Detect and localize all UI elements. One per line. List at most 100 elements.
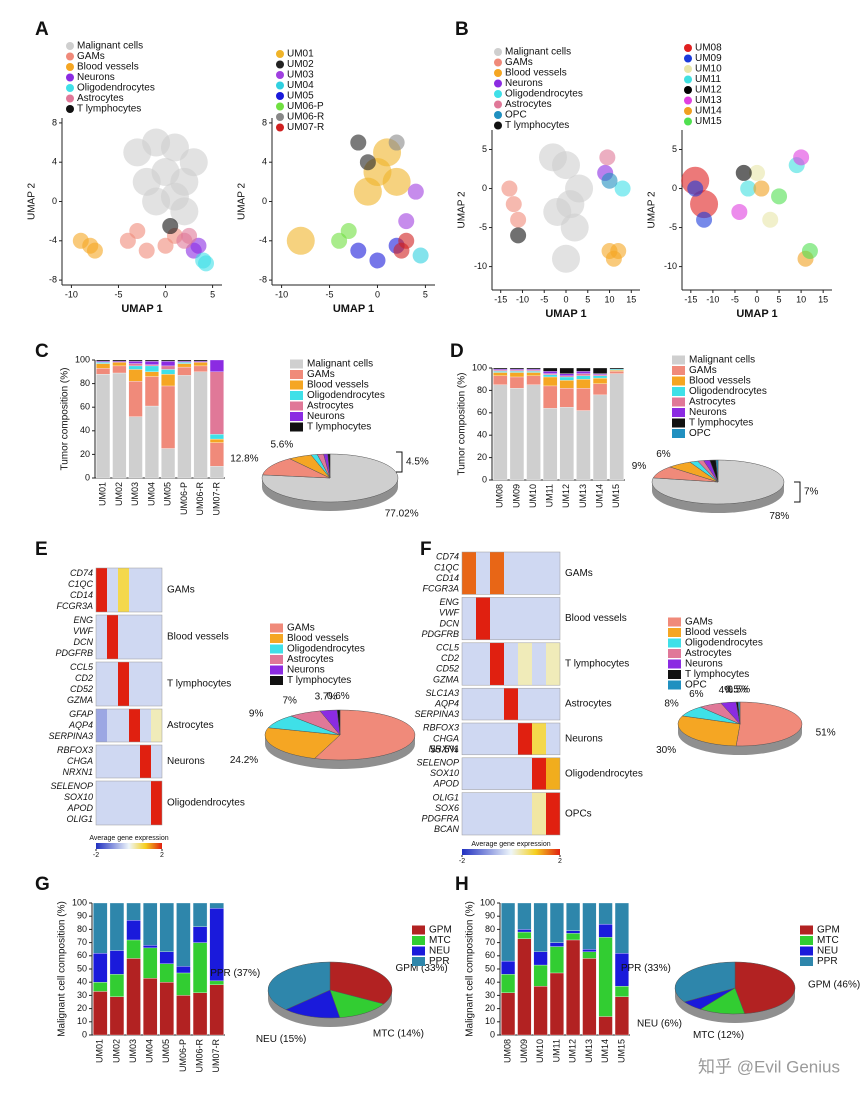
bar-segment [592, 383, 608, 396]
y-tick-label: 100 [72, 897, 87, 907]
y-tick-label: 10 [77, 1016, 87, 1026]
bar-segment [609, 370, 624, 372]
slice-label: 78% [769, 511, 789, 522]
point [601, 172, 618, 189]
bar-segment [559, 380, 574, 389]
bar-segment [582, 902, 597, 950]
legend-label: Neurons [689, 407, 727, 418]
bar-segment [192, 942, 208, 993]
y-tick-label: 0 [85, 472, 90, 482]
x-tick-label: UM01 [95, 1039, 105, 1063]
bar-segment [144, 359, 159, 362]
y-axis-label: Malignant cell composition (%) [465, 901, 476, 1037]
bar-segment [192, 926, 208, 943]
legend-swatch [494, 90, 502, 98]
legend-swatch [668, 680, 681, 690]
legend-swatch [494, 121, 502, 130]
bar-segment [559, 376, 574, 381]
y-tick-label: 50 [77, 963, 87, 973]
bar-segment [209, 359, 224, 372]
bar-segment [566, 902, 581, 931]
heat-cell [476, 757, 490, 790]
gene-label: FCGR3A [422, 583, 459, 593]
legend-label: OPC [505, 110, 527, 121]
y-tick-label: 10 [485, 1016, 495, 1026]
legend-label: Astrocytes [689, 397, 736, 408]
heat-cell [504, 552, 518, 595]
bar-segment [161, 369, 176, 375]
legend-label: UM01 [287, 49, 314, 60]
bar-segment [143, 947, 158, 979]
y-tick-label: 100 [472, 362, 487, 372]
x-tick-label: UM09 [511, 484, 521, 508]
bar-segment [609, 368, 624, 371]
bar-segment [143, 945, 158, 949]
heat-cell [96, 662, 107, 706]
heat-cell [140, 662, 151, 706]
heat-cell [476, 792, 490, 835]
legend-label: MTC [429, 935, 451, 946]
legend-swatch [412, 936, 425, 945]
bar-segment [493, 367, 508, 370]
heat-cell [504, 688, 518, 720]
legend-swatch [270, 676, 283, 685]
bar-segment [549, 942, 564, 947]
bar-segment [177, 363, 192, 368]
bar-segment [598, 902, 613, 925]
gene-label: RBFOX3 [57, 745, 93, 755]
bar-segment [176, 972, 191, 996]
bar-segment [128, 365, 143, 370]
heat-cell [504, 757, 518, 790]
heat-cell [546, 723, 560, 755]
legend-swatch [276, 60, 284, 69]
x-tick-label: UM02 [111, 1039, 121, 1063]
heat-cell [532, 642, 546, 686]
bar-segment [177, 375, 192, 479]
x-tick-label: -10 [65, 289, 78, 299]
x-tick-label: UM02 [114, 482, 124, 506]
slice-label: 4% [719, 685, 734, 696]
heat-cell [96, 615, 107, 659]
legend-label: OPC [685, 680, 707, 691]
legend-label: UM05 [287, 91, 314, 102]
watermark: 知乎 @Evil Genius [698, 1057, 840, 1076]
y-tick-label: 20 [477, 452, 487, 462]
y-tick-label: 100 [480, 897, 495, 907]
gene-label: SOX10 [430, 768, 459, 778]
y-tick-label: 5 [482, 144, 487, 154]
slice-label: 9% [249, 708, 264, 719]
bar-segment [96, 363, 111, 369]
bar-segment [526, 368, 541, 371]
bar-segment [176, 902, 191, 967]
point [560, 213, 589, 242]
x-tick-label: UM06-P [178, 1039, 188, 1072]
gene-label: VWF [73, 626, 93, 636]
heat-cell [96, 781, 107, 825]
x-tick-label: -5 [731, 294, 739, 304]
legend-swatch [800, 925, 813, 935]
bar-segment [209, 371, 224, 435]
bar-segment [159, 963, 174, 983]
group-bracket [794, 481, 801, 503]
legend-swatch [66, 94, 74, 103]
x-tick-label: UM04 [146, 482, 156, 506]
x-tick-label: UM15 [616, 1039, 626, 1063]
y-tick-label: -10 [664, 261, 677, 271]
y-tick-label: 0 [672, 183, 677, 193]
bar-segment [509, 371, 525, 373]
x-tick-label: UM07-R [211, 482, 221, 516]
heat-cell [151, 781, 162, 825]
bar-segment [517, 929, 532, 933]
heat-cell [151, 568, 162, 612]
y-tick-label: 4 [52, 157, 57, 167]
legend-swatch [412, 957, 425, 966]
legend-swatch [290, 422, 303, 432]
point [198, 255, 214, 272]
legend-label: T lymphocytes [689, 418, 753, 429]
x-tick-label: 5 [777, 294, 782, 304]
legend-swatch [270, 623, 283, 633]
heat-cell [96, 709, 107, 742]
bar-segment [128, 363, 143, 367]
bar-segment [144, 376, 159, 407]
bar-segment [93, 991, 108, 1036]
